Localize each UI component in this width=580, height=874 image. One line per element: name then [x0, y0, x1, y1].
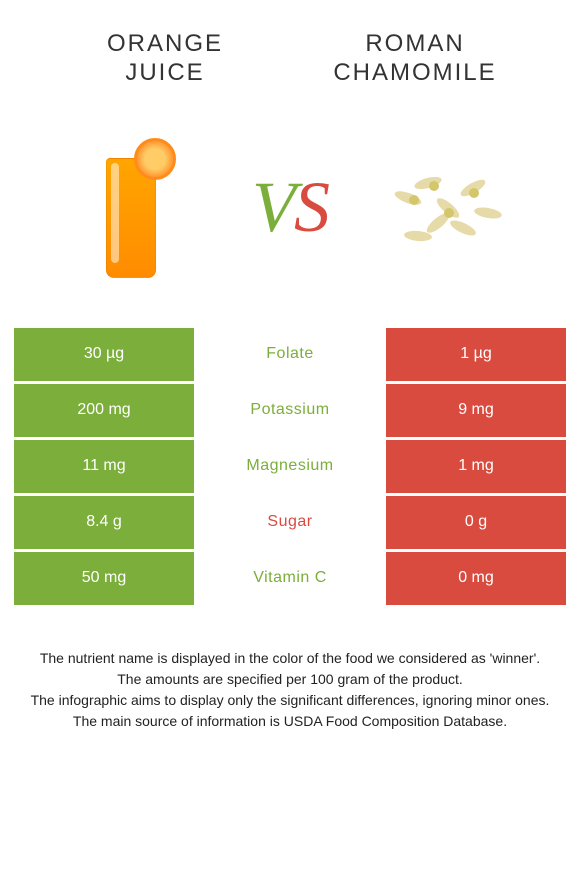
left-value: 200 mg: [14, 384, 194, 437]
footer-line1: The nutrient name is displayed in the co…: [18, 648, 562, 669]
orange-juice-icon: [51, 118, 211, 298]
nutrient-name: Vitamin C: [194, 552, 386, 605]
table-row: 11 mgMagnesium1 mg: [14, 440, 566, 496]
chamomile-icon: [369, 118, 529, 298]
right-value: 9 mg: [386, 384, 566, 437]
right-value: 1 mg: [386, 440, 566, 493]
footer-line2: The amounts are specified per 100 gram o…: [18, 669, 562, 690]
right-title-line2: CHAMOMILE: [333, 59, 496, 86]
footer-line4: The main source of information is USDA F…: [18, 711, 562, 732]
table-row: 8.4 gSugar0 g: [14, 496, 566, 552]
footer-line3: The infographic aims to display only the…: [18, 690, 562, 711]
comparison-table: 30 µgFolate1 µg200 mgPotassium9 mg11 mgM…: [0, 328, 580, 608]
nutrient-name: Folate: [194, 328, 386, 381]
vs-v: V: [252, 167, 294, 247]
nutrient-name: Magnesium: [194, 440, 386, 493]
table-row: 200 mgPotassium9 mg: [14, 384, 566, 440]
table-row: 30 µgFolate1 µg: [14, 328, 566, 384]
right-value: 1 µg: [386, 328, 566, 381]
left-value: 8.4 g: [14, 496, 194, 549]
vs-label: VS: [252, 166, 328, 249]
right-title: ROMAN CHAMOMILE: [290, 30, 540, 88]
right-value: 0 g: [386, 496, 566, 549]
right-title-line1: ROMAN: [365, 30, 464, 57]
left-value: 11 mg: [14, 440, 194, 493]
left-title: ORANGE JUICE: [40, 30, 290, 88]
left-title-line2: JUICE: [125, 59, 204, 86]
vs-s: S: [294, 167, 328, 247]
titles-row: ORANGE JUICE ROMAN CHAMOMILE: [0, 0, 580, 98]
left-value: 30 µg: [14, 328, 194, 381]
nutrient-name: Potassium: [194, 384, 386, 437]
left-value: 50 mg: [14, 552, 194, 605]
right-value: 0 mg: [386, 552, 566, 605]
table-row: 50 mgVitamin C0 mg: [14, 552, 566, 608]
images-row: VS: [0, 98, 580, 328]
footer-notes: The nutrient name is displayed in the co…: [0, 608, 580, 732]
left-title-line1: ORANGE: [107, 30, 223, 57]
nutrient-name: Sugar: [194, 496, 386, 549]
